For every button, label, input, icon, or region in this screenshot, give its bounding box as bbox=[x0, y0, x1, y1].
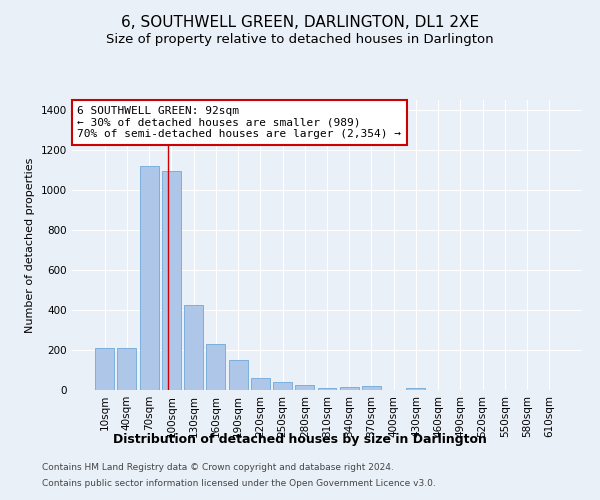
Bar bbox=[406, 388, 425, 390]
Bar bbox=[340, 387, 359, 390]
Bar bbox=[206, 344, 225, 390]
Bar bbox=[273, 382, 292, 390]
Bar bbox=[184, 305, 203, 390]
Text: Size of property relative to detached houses in Darlington: Size of property relative to detached ho… bbox=[106, 32, 494, 46]
Text: Contains public sector information licensed under the Open Government Licence v3: Contains public sector information licen… bbox=[42, 478, 436, 488]
Bar bbox=[140, 166, 158, 390]
Bar bbox=[118, 348, 136, 390]
Bar bbox=[95, 348, 114, 390]
Bar bbox=[295, 385, 314, 390]
Bar bbox=[162, 171, 181, 390]
Text: Contains HM Land Registry data © Crown copyright and database right 2024.: Contains HM Land Registry data © Crown c… bbox=[42, 464, 394, 472]
Text: 6 SOUTHWELL GREEN: 92sqm
← 30% of detached houses are smaller (989)
70% of semi-: 6 SOUTHWELL GREEN: 92sqm ← 30% of detach… bbox=[77, 106, 401, 139]
Bar bbox=[229, 360, 248, 390]
Bar bbox=[317, 388, 337, 390]
Text: Distribution of detached houses by size in Darlington: Distribution of detached houses by size … bbox=[113, 432, 487, 446]
Y-axis label: Number of detached properties: Number of detached properties bbox=[25, 158, 35, 332]
Bar bbox=[362, 386, 381, 390]
Bar bbox=[251, 378, 270, 390]
Text: 6, SOUTHWELL GREEN, DARLINGTON, DL1 2XE: 6, SOUTHWELL GREEN, DARLINGTON, DL1 2XE bbox=[121, 15, 479, 30]
